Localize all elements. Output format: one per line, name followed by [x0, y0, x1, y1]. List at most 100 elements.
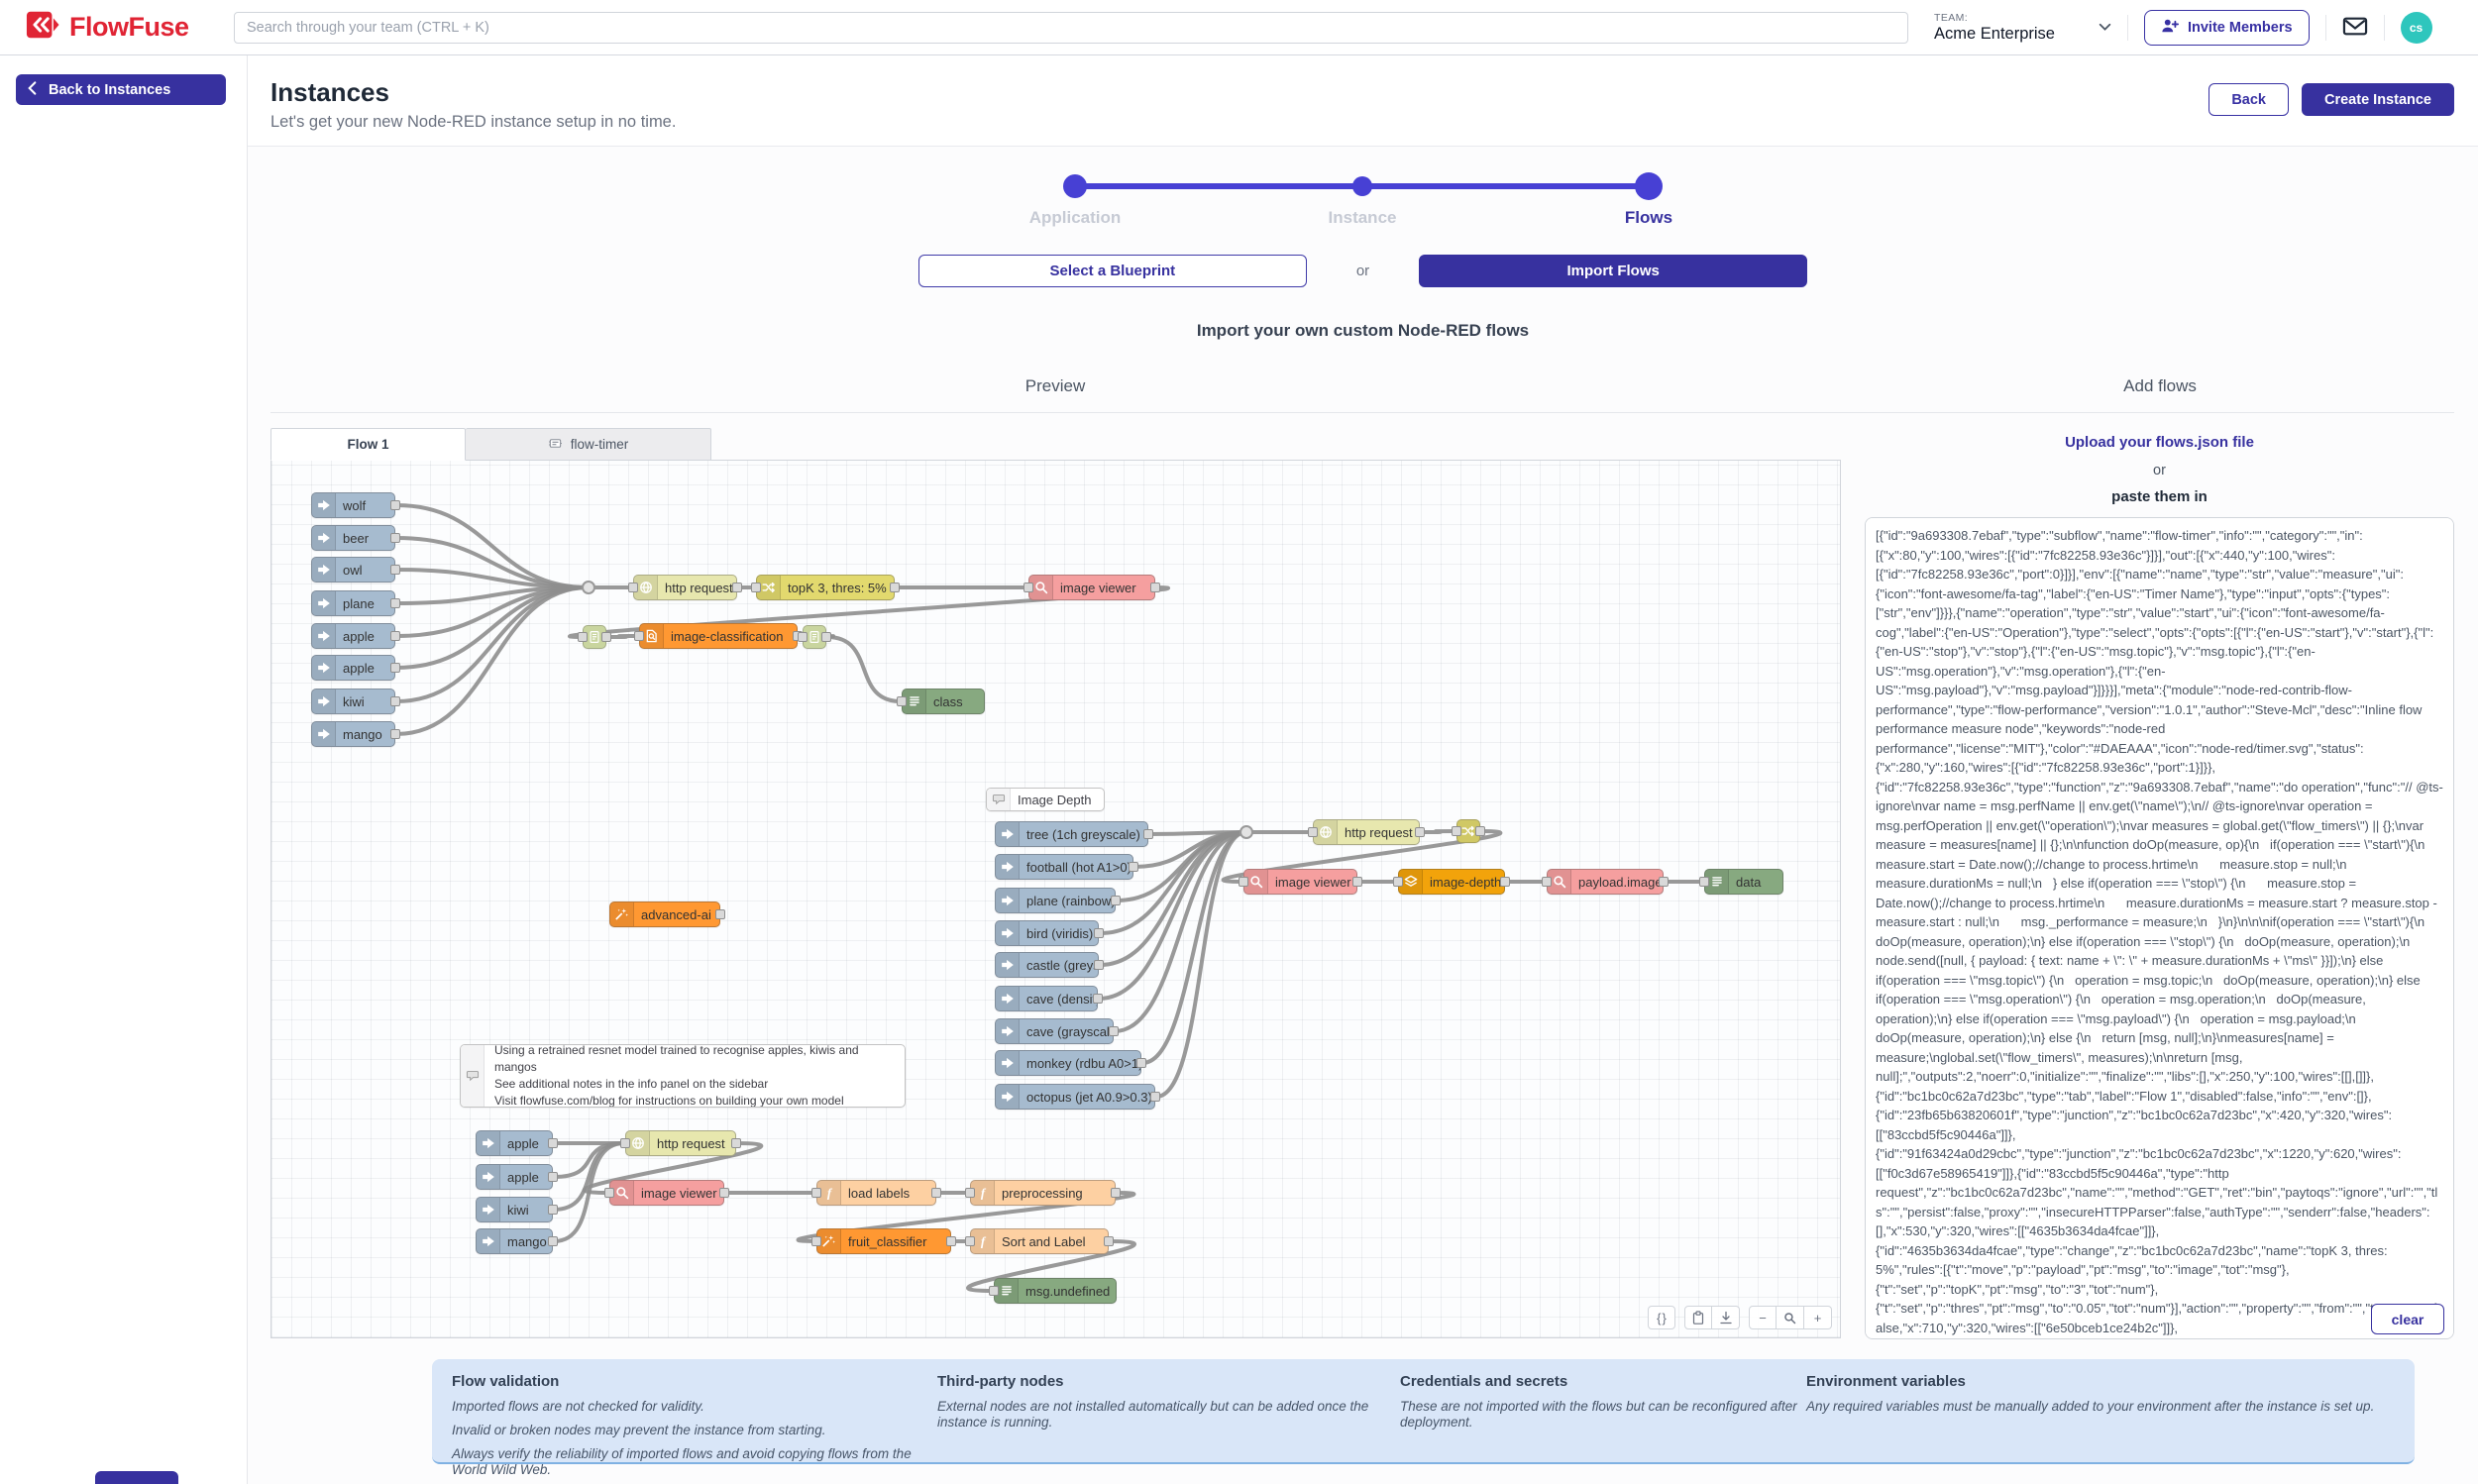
- flow-node-advancedai[interactable]: advanced-ai: [609, 901, 725, 927]
- output-port: [601, 632, 611, 642]
- upload-flows-link[interactable]: Upload your flows.json file: [2065, 434, 2254, 451]
- flow-node-label: wolf: [343, 497, 367, 513]
- flow-node-http1[interactable]: http request: [628, 575, 742, 600]
- output-port: [1094, 928, 1104, 938]
- flow-node-owl[interactable]: owl: [311, 557, 400, 583]
- flow-node-wolf[interactable]: wolf: [311, 492, 400, 518]
- flow-node-planeI[interactable]: plane (rainbow): [995, 888, 1121, 913]
- flowfuse-logo[interactable]: FlowFuse: [0, 9, 234, 46]
- flow-node-footballI[interactable]: football (hot A1>0): [995, 854, 1138, 880]
- sidebar: Back to Instances: [0, 55, 248, 1484]
- team-selector[interactable]: TEAM: Acme Enterprise: [1934, 12, 2111, 44]
- inject-arrow-icon: [312, 493, 336, 517]
- flow-node-planeA[interactable]: plane: [311, 590, 400, 616]
- input-port: [965, 1236, 975, 1246]
- flow-node-groupLabel[interactable]: Image Depth: [986, 788, 1105, 811]
- tab-flow-1-label: Flow 1: [347, 437, 389, 452]
- clear-button[interactable]: clear: [2371, 1304, 2444, 1334]
- back-button[interactable]: Back: [2209, 83, 2289, 116]
- note-column-flow-validation: Flow validation Imported flows are not ch…: [452, 1373, 937, 1484]
- flow-node-kiwiB[interactable]: kiwi: [476, 1197, 558, 1222]
- flow-node-topK[interactable]: topK 3, thres: 5%: [751, 575, 900, 600]
- clipboard-icon[interactable]: [1684, 1306, 1712, 1329]
- flow-node-appleB1[interactable]: apple: [476, 1130, 558, 1156]
- team-label: TEAM:: [1934, 11, 1969, 24]
- output-port: [821, 632, 831, 642]
- addflows-title: Add flows: [2123, 376, 2197, 395]
- flow-node-sortlabel[interactable]: f Sort and Label: [965, 1228, 1114, 1254]
- globe-icon: [634, 576, 658, 599]
- flow-node-viewer2[interactable]: image viewer: [1239, 869, 1362, 895]
- output-port: [1475, 826, 1485, 836]
- flow-node-appleB2[interactable]: apple: [476, 1164, 558, 1190]
- flow-junction[interactable]: [1239, 825, 1253, 839]
- code-braces-icon[interactable]: { }: [1648, 1306, 1675, 1329]
- step-dot-application[interactable]: [1063, 174, 1087, 198]
- download-icon[interactable]: [1712, 1306, 1740, 1329]
- flow-node-birdI[interactable]: bird (viridis): [995, 920, 1104, 946]
- note-column-credentials-and-secrets: Credentials and secrets These are not imp…: [1400, 1373, 1806, 1484]
- flow-node-treeI[interactable]: tree (1ch greyscale): [995, 821, 1153, 847]
- flow-node-caveDI[interactable]: cave (density): [995, 986, 1103, 1011]
- addflows-or-label: or: [2153, 463, 2166, 478]
- flow-node-timerB[interactable]: [798, 625, 831, 649]
- note-line: Any required variables must be manually …: [1806, 1399, 2375, 1414]
- flow-node-msgundef[interactable]: msg.undefined: [989, 1278, 1117, 1304]
- flow-node-preprocessing[interactable]: f preprocessing: [965, 1180, 1121, 1206]
- team-search-input[interactable]: [234, 11, 1908, 44]
- flow-node-appleA1[interactable]: apple: [311, 623, 400, 649]
- flow-node-http2[interactable]: http request: [1308, 819, 1425, 845]
- flows-json-textarea[interactable]: [{"id":"9a693308.7ebaf","type":"subflow"…: [1865, 517, 2454, 1339]
- flow-node-label: mango: [343, 726, 382, 742]
- flow-node-timerA[interactable]: [578, 625, 611, 649]
- flow-node-loadlabels[interactable]: f load labels: [811, 1180, 941, 1206]
- flow-node-viewer3[interactable]: image viewer: [604, 1180, 729, 1206]
- timer-doc-icon: [584, 626, 605, 648]
- select-blueprint-button[interactable]: Select a Blueprint: [917, 255, 1307, 287]
- zoom-in-icon[interactable]: +: [1804, 1306, 1832, 1329]
- flow-node-dataDbg[interactable]: data: [1699, 869, 1783, 895]
- flow-node-beer[interactable]: beer: [311, 525, 400, 551]
- flow-node-changeSm[interactable]: [1452, 819, 1485, 843]
- create-instance-button[interactable]: Create Instance: [2302, 83, 2454, 116]
- output-port: [1111, 1188, 1121, 1198]
- addflows-panel: Upload your flows.json file or paste the…: [1865, 424, 2454, 1344]
- step-dot-flows[interactable]: [1635, 172, 1663, 200]
- flow-junction[interactable]: [582, 581, 595, 594]
- flow-node-kiwiA[interactable]: kiwi: [311, 689, 400, 714]
- flow-node-caveGI[interactable]: cave (grayscale): [995, 1018, 1119, 1044]
- flow-node-http3[interactable]: http request: [620, 1130, 741, 1156]
- flow-node-mangoB[interactable]: mango: [476, 1228, 558, 1254]
- tab-flow-1[interactable]: Flow 1: [270, 428, 466, 461]
- wand-icon: [817, 1229, 841, 1253]
- flow-canvas[interactable]: { } − + wolf beer owl: [270, 461, 1841, 1338]
- flow-node-monkeyI[interactable]: monkey (rdbu A0>1): [995, 1050, 1146, 1076]
- flow-node-payloadimg[interactable]: payload.image: [1542, 869, 1669, 895]
- magnifier-icon: [1029, 576, 1053, 599]
- output-port: [390, 663, 400, 673]
- tab-flow-timer[interactable]: flow-timer: [466, 428, 711, 461]
- flow-node-label: advanced-ai: [641, 906, 711, 922]
- flow-node-octopusI[interactable]: octopus (jet A0.9>0.3): [995, 1084, 1160, 1110]
- flow-node-fruitcls[interactable]: fruit_classifier: [811, 1228, 956, 1254]
- back-to-instances-button[interactable]: Back to Instances: [16, 74, 226, 105]
- notifications-mail-button[interactable]: [2342, 16, 2368, 40]
- divider: [2383, 14, 2385, 41]
- flow-node-imgdepth[interactable]: image-depth: [1393, 869, 1510, 895]
- zoom-reset-icon[interactable]: [1777, 1306, 1804, 1329]
- zoom-out-icon[interactable]: −: [1749, 1306, 1777, 1329]
- flow-node-imgclass[interactable]: image-classification: [634, 623, 803, 649]
- import-flows-button[interactable]: Import Flows: [1419, 255, 1808, 287]
- flow-node-label: image viewer: [1275, 874, 1351, 890]
- flow-node-viewer1[interactable]: image viewer: [1024, 575, 1160, 600]
- flow-node-castleI[interactable]: castle (greys): [995, 952, 1104, 978]
- user-plus-icon: [2161, 18, 2179, 38]
- flow-node-label: apple: [507, 1169, 539, 1185]
- flow-node-appleA2[interactable]: apple: [311, 655, 400, 681]
- invite-members-button[interactable]: Invite Members: [2143, 9, 2310, 46]
- flow-node-notecomment[interactable]: Using a retrained resnet model trained t…: [460, 1044, 906, 1108]
- flow-node-classDbg[interactable]: class: [897, 689, 985, 714]
- flow-node-mangoA[interactable]: mango: [311, 721, 400, 747]
- step-dot-instance[interactable]: [1352, 176, 1372, 196]
- avatar[interactable]: cs: [2400, 11, 2432, 44]
